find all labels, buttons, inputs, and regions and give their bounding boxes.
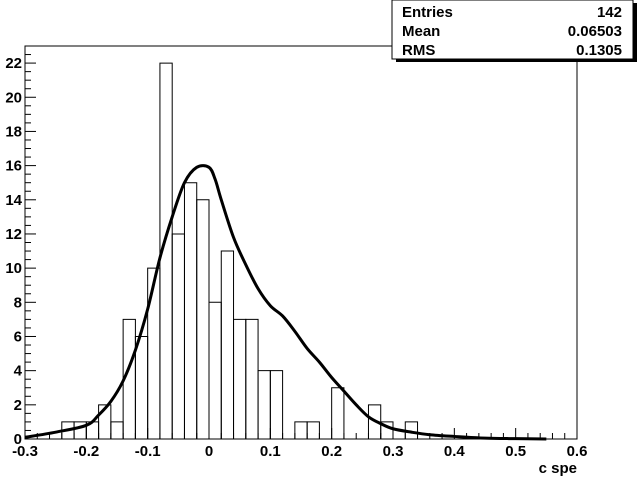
x-tick-label: 0.6 <box>567 443 588 460</box>
stats-box: Entries 142 Mean 0.06503 RMS 0.1305 <box>391 0 637 62</box>
histogram-bin <box>257 370 271 439</box>
stats-entries-value: 142 <box>597 4 622 21</box>
x-tick-label: -0.1 <box>135 443 161 460</box>
histogram-bin <box>245 318 259 439</box>
histogram-bin <box>147 267 161 439</box>
histogram-bin <box>196 199 210 439</box>
histogram-bin <box>183 182 198 439</box>
y-axis: 0 2 4 6 8 10 12 14 16 18 20 22 <box>5 45 36 448</box>
y-tick-label: 0 <box>14 431 22 448</box>
y-tick-label: 8 <box>14 294 22 311</box>
y-tick-label: 12 <box>5 226 22 243</box>
x-tick-label: 0 <box>205 443 213 460</box>
stats-mean-label: Mean <box>402 23 440 40</box>
y-tick-label: 18 <box>5 123 22 140</box>
histogram-bin <box>233 318 247 439</box>
histogram-bin <box>220 250 235 439</box>
y-tick-label: 22 <box>5 55 22 72</box>
stats-entries-label: Entries <box>402 4 453 21</box>
stats-box-frame <box>391 0 634 60</box>
y-tick-label: 2 <box>14 397 22 414</box>
y-tick-label: 14 <box>5 192 22 209</box>
x-tick-label: 0.3 <box>383 443 404 460</box>
histogram-bin <box>110 421 124 439</box>
histogram-bin <box>380 421 394 439</box>
histogram-bin <box>134 335 149 439</box>
plot-frame <box>24 45 578 440</box>
histogram-bin <box>208 301 222 439</box>
histogram-bin <box>331 387 345 439</box>
x-tick-label: -0.2 <box>73 443 99 460</box>
stats-rms-value: 0.1305 <box>576 42 622 59</box>
y-tick-label: 20 <box>5 89 22 106</box>
x-tick-label: 0.2 <box>321 443 342 460</box>
y-tick-label: 4 <box>14 363 23 380</box>
stats-rms-label: RMS <box>402 42 435 59</box>
x-tick-label: 0.5 <box>505 443 526 460</box>
histogram-bin <box>294 421 308 439</box>
histogram-bin <box>306 421 320 439</box>
x-tick-label: 0.1 <box>260 443 281 460</box>
y-tick-label: 16 <box>5 158 22 175</box>
y-tick-label: 6 <box>14 328 22 345</box>
x-tick-label: -0.3 <box>12 443 38 460</box>
histogram-bins <box>61 62 419 440</box>
fit-curve <box>24 164 547 441</box>
y-tick-label: 10 <box>5 260 22 277</box>
stats-mean-value: 0.06503 <box>568 23 622 40</box>
x-axis-label: c spe <box>539 460 577 477</box>
x-tick-label: 0.4 <box>444 443 466 460</box>
histogram-bin <box>269 370 284 439</box>
histogram-bin <box>171 233 185 439</box>
